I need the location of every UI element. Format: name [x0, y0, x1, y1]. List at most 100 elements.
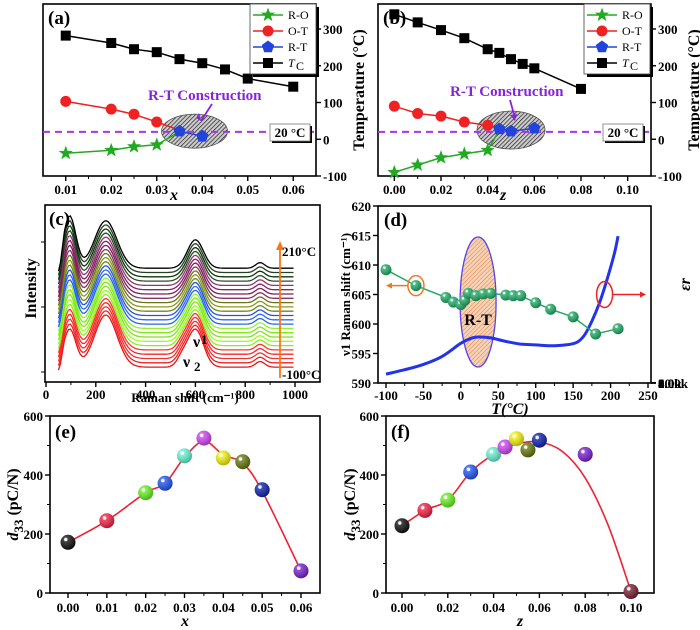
sphere-highlight: [461, 297, 465, 300]
y-tick-label: 0: [37, 586, 44, 601]
x-axis-label: x: [180, 613, 189, 630]
sphere-highlight: [219, 453, 223, 457]
sphere-highlight: [627, 587, 631, 591]
d33-data-point: [177, 448, 192, 464]
y-tick-label: 595: [352, 347, 372, 362]
spectrum-line: [57, 269, 294, 323]
sphere-highlight: [547, 306, 551, 309]
d33-data-point: [509, 431, 524, 447]
d33-data-point: [215, 450, 231, 466]
d33-data-point: [577, 446, 593, 462]
x-tick-label: 400: [136, 387, 156, 402]
y-axis-label: Temperature (°C): [686, 29, 700, 150]
spectrum-line: [57, 273, 294, 328]
x-tick-label: 0.00: [57, 600, 80, 615]
legend-label: T: [288, 56, 296, 70]
fit-curve: [401, 440, 632, 592]
sphere-shine: [520, 442, 536, 458]
data-point-tc: [197, 58, 208, 69]
sphere-shine: [515, 290, 527, 302]
sphere-shine: [590, 328, 602, 340]
sphere-highlight: [524, 445, 528, 449]
sphere-shine: [567, 311, 579, 323]
x-tick-label: 0.06: [282, 182, 305, 197]
x-tick-label: 0: [43, 387, 50, 402]
sphere-highlight: [258, 485, 262, 489]
legend-label: O-T: [288, 24, 309, 38]
annotation-arrow: [200, 103, 213, 122]
spectrum-line: [57, 248, 294, 302]
x-tick-label: 0.03: [173, 600, 196, 615]
x-tick-label: 0.02: [134, 600, 157, 615]
x-tick-label: 0.04: [191, 182, 214, 197]
spectrum-line: [57, 289, 294, 345]
x-tick-label: 200: [86, 387, 106, 402]
x-tick-label: 0.04: [482, 600, 505, 615]
y-tick-label: 620: [352, 199, 372, 214]
sphere-shine: [509, 431, 524, 447]
panel-label: (b): [383, 8, 406, 29]
sphere-highlight: [501, 442, 505, 446]
permittivity-curve: [385, 235, 620, 376]
panel-d: -100 -50 0 50 100 150 200 250 590 595 600 605 610 615…: [338, 199, 694, 418]
y-tick-label: 0: [373, 586, 380, 601]
data-point-r-t: [493, 122, 506, 135]
legend-label: R-T: [288, 40, 308, 54]
data-point-tc: [129, 44, 139, 55]
sphere-highlight: [465, 290, 468, 293]
data-point-tc: [436, 25, 446, 36]
data-point-r-o: [480, 142, 495, 157]
x-tick-label: 0.00: [391, 600, 414, 615]
sphere-highlight: [200, 433, 204, 438]
data-point-tc: [389, 9, 400, 20]
annotation-arrowhead: [510, 114, 517, 121]
ref-label-text: 20 °C: [275, 125, 306, 140]
y-tick-label: 600: [352, 317, 372, 332]
sphere-shine: [394, 518, 410, 534]
sphere-shine: [99, 513, 115, 529]
data-point-r-o: [433, 150, 449, 164]
x-tick-label: 0.00: [383, 182, 406, 197]
data-point-tc: [482, 44, 493, 55]
y-tick-label: 200: [323, 59, 343, 74]
data-point-tc: [517, 58, 528, 69]
right-axis-arrowhead: [640, 291, 646, 298]
d33-data-point: [417, 502, 433, 518]
y-tick-label: 200: [360, 527, 380, 542]
spectrum-line: [57, 277, 294, 332]
sphere-highlight: [510, 292, 513, 295]
data-point-o-t: [435, 110, 447, 122]
rt-label: R-T: [464, 312, 492, 329]
sphere-shine: [60, 534, 76, 550]
y-tick-label: 8.0k: [658, 376, 682, 391]
x-tick-label: 0.05: [236, 182, 259, 197]
spectrum-line: [57, 229, 294, 285]
spectrum-line: [57, 220, 294, 276]
sphere-highlight: [517, 292, 521, 295]
sphere-highlight: [398, 521, 402, 525]
data-point-o-t: [105, 103, 117, 115]
plot-frame: [377, 3, 652, 177]
plot-frame: [44, 204, 321, 383]
raman-shift-line: [385, 269, 619, 335]
legend-marker: [263, 58, 273, 68]
spectrum-line: [57, 285, 294, 341]
spectrum-line: [57, 239, 294, 293]
data-point-tc: [288, 81, 299, 92]
peak-label-nu1: ν: [192, 334, 200, 351]
y-tick-label: 0: [658, 132, 665, 147]
spectrum-line: [57, 293, 294, 349]
sphere-shine: [463, 464, 479, 480]
x-axis-label: z: [499, 187, 507, 204]
sphere-shine: [531, 432, 547, 448]
x-tick-label: 0.02: [100, 182, 123, 197]
y-tick-label: 200: [658, 59, 678, 74]
data-point-tc: [459, 33, 470, 44]
legend-label: R-O: [622, 8, 643, 22]
sphere-highlight: [161, 478, 165, 483]
data-point-r-t: [528, 121, 541, 134]
data-point-tc: [60, 30, 71, 41]
data-point-o-t: [388, 100, 400, 112]
arrow-bottom-label: -100°C: [282, 367, 320, 382]
